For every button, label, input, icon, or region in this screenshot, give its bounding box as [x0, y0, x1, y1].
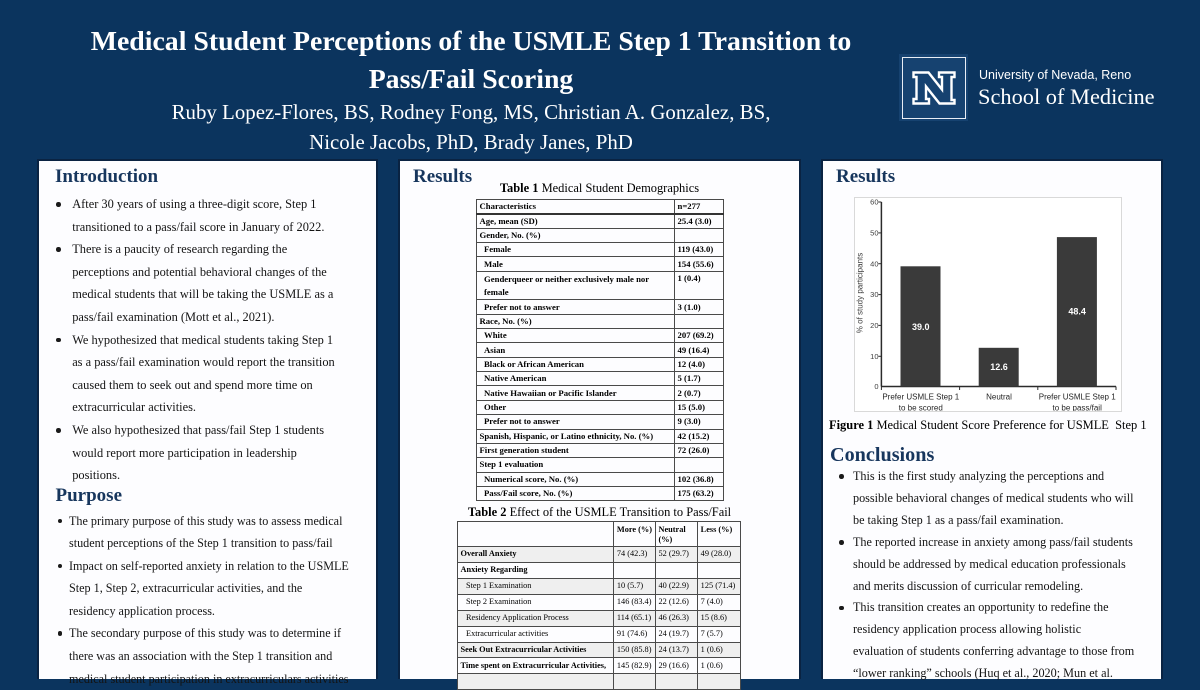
- svg-text:39.0: 39.0: [912, 322, 930, 332]
- svg-text:12.6: 12.6: [990, 362, 1008, 372]
- svg-text:% of study participants: % of study participants: [856, 253, 865, 333]
- svg-text:50: 50: [870, 228, 878, 237]
- svg-text:40: 40: [870, 259, 878, 268]
- svg-text:60: 60: [870, 198, 878, 207]
- svg-text:48.4: 48.4: [1068, 307, 1086, 317]
- svg-text:Neutral: Neutral: [986, 393, 1012, 402]
- svg-text:0: 0: [874, 382, 878, 391]
- svg-text:to be scored: to be scored: [899, 404, 943, 412]
- svg-text:20: 20: [870, 321, 878, 330]
- svg-text:10: 10: [870, 352, 878, 361]
- svg-text:Prefer USMLE Step 1: Prefer USMLE Step 1: [882, 393, 959, 402]
- svg-text:to be pass/fail: to be pass/fail: [1053, 404, 1103, 412]
- svg-text:Prefer USMLE Step 1: Prefer USMLE Step 1: [1039, 393, 1116, 402]
- svg-text:30: 30: [870, 290, 878, 299]
